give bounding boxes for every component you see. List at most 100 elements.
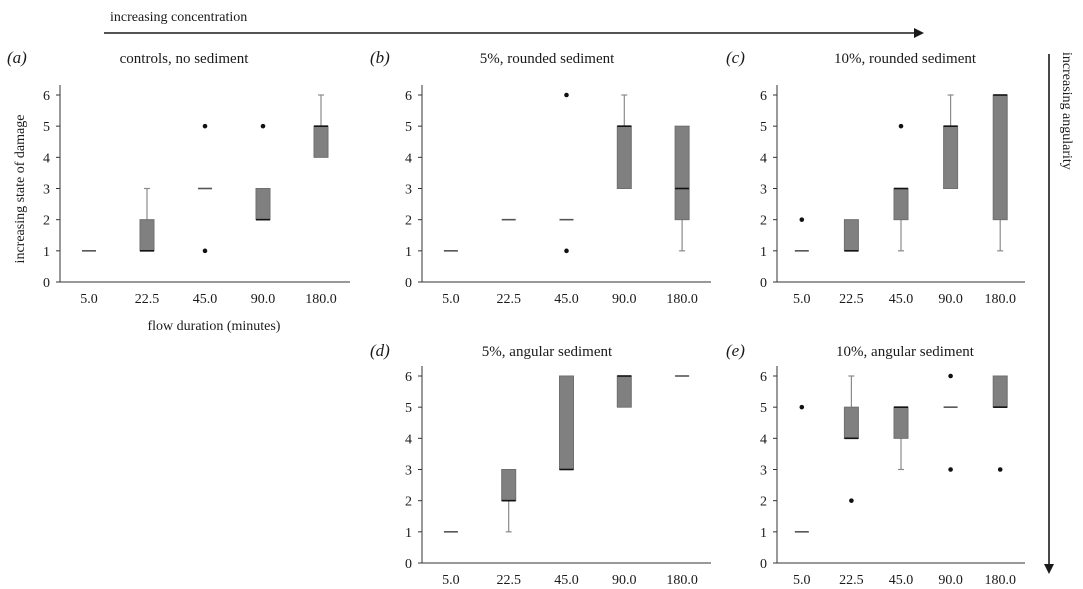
- y-tick-label: 4: [43, 151, 50, 166]
- x-tick-label: 45.0: [889, 573, 914, 588]
- outlier-point: [948, 373, 953, 379]
- y-tick-label: 6: [760, 370, 767, 385]
- y-tick-label: 3: [43, 183, 50, 198]
- box: [616, 125, 632, 189]
- y-tick-label: 0: [760, 276, 767, 291]
- box: [893, 406, 909, 439]
- x-tick-label: 90.0: [938, 573, 963, 588]
- x-tick-label: 45.0: [554, 573, 579, 588]
- panel-e-title: 10%, angular sediment: [836, 344, 975, 360]
- panel-d-title: 5%, angular sediment: [482, 344, 613, 360]
- y-tick-label: 6: [405, 89, 412, 104]
- panel-c-title: 10%, rounded sediment: [834, 51, 977, 67]
- y-tick-label: 6: [760, 89, 767, 104]
- x-tick-label: 90.0: [612, 573, 637, 588]
- box: [616, 375, 632, 408]
- y-tick-label: 5: [760, 401, 767, 416]
- panel-d-letter: (d): [370, 341, 390, 360]
- y-tick-label: 4: [760, 151, 767, 166]
- x-tick-label: 22.5: [496, 573, 521, 588]
- y-tick-label: 0: [405, 557, 412, 572]
- y-tick-label: 0: [760, 557, 767, 572]
- panel-c-letter: (c): [726, 48, 745, 67]
- x-tick-label: 90.0: [251, 292, 276, 307]
- outlier-point: [260, 123, 266, 129]
- outlier-point: [799, 404, 805, 410]
- panel-a-ylabel: increasing state of damage: [13, 115, 28, 264]
- x-tick-label: 5.0: [793, 573, 811, 588]
- x-tick-label: 5.0: [442, 573, 460, 588]
- x-tick-label: 180.0: [666, 292, 698, 307]
- x-tick-label: 22.5: [839, 573, 864, 588]
- outlier-point: [849, 498, 854, 503]
- panel-b-letter: (b): [370, 48, 390, 67]
- panel-a: (a) controls, no sediment flow duration …: [7, 48, 350, 334]
- box: [943, 125, 959, 189]
- y-tick-label: 3: [760, 464, 767, 479]
- concentration-annotation: increasing concentration: [110, 10, 247, 25]
- angularity-annotation: increasing angularity: [1059, 52, 1074, 170]
- y-tick-label: 4: [760, 432, 767, 447]
- panel-b-title: 5%, rounded sediment: [480, 51, 615, 67]
- y-tick-label: 2: [43, 214, 50, 229]
- box: [992, 375, 1008, 408]
- y-tick-label: 4: [405, 432, 412, 447]
- panel-a-title: controls, no sediment: [120, 51, 250, 67]
- box: [843, 219, 859, 252]
- box: [559, 375, 574, 470]
- y-tick-label: 3: [405, 183, 412, 198]
- outlier-point: [799, 217, 805, 222]
- outlier-point: [997, 467, 1003, 472]
- outlier-point: [202, 248, 208, 254]
- y-tick-label: 0: [405, 276, 412, 291]
- x-tick-label: 90.0: [938, 292, 963, 307]
- box: [893, 188, 909, 221]
- x-tick-label: 45.0: [193, 292, 218, 307]
- box: [255, 188, 271, 221]
- y-tick-label: 2: [760, 495, 767, 510]
- y-tick-label: 5: [405, 401, 412, 416]
- x-tick-label: 45.0: [889, 292, 914, 307]
- outlier-point: [202, 123, 208, 129]
- outlier-point: [948, 467, 953, 472]
- panel-e-letter: (e): [726, 341, 745, 360]
- box: [674, 125, 690, 221]
- y-tick-label: 4: [405, 151, 412, 166]
- x-tick-label: 180.0: [305, 292, 337, 307]
- box: [992, 94, 1008, 221]
- x-tick-label: 180.0: [666, 573, 698, 588]
- y-tick-label: 0: [43, 276, 50, 291]
- outlier-point: [898, 123, 904, 129]
- y-tick-label: 3: [760, 183, 767, 198]
- outlier-point: [564, 248, 569, 254]
- panel-d: (d) 5%, angular sediment 0 1 2 3 4 5 6 5.0 22.5 4…: [370, 341, 711, 588]
- outlier-point: [564, 92, 569, 98]
- panel-b: (b) 5%, rounded sediment 0 1 2 3 4 5 6 5.0 22.5 4…: [370, 48, 711, 307]
- y-tick-label: 3: [405, 464, 412, 479]
- y-tick-label: 1: [760, 526, 767, 541]
- y-tick-label: 1: [405, 526, 412, 541]
- x-tick-label: 22.5: [496, 292, 521, 307]
- y-tick-label: 1: [405, 245, 412, 260]
- box: [843, 406, 859, 439]
- x-tick-label: 45.0: [554, 292, 579, 307]
- x-tick-label: 5.0: [442, 292, 460, 307]
- y-tick-label: 5: [43, 120, 50, 135]
- y-tick-label: 5: [405, 120, 412, 135]
- box: [139, 219, 155, 252]
- x-tick-label: 5.0: [793, 292, 811, 307]
- y-tick-label: 2: [760, 214, 767, 229]
- x-tick-label: 22.5: [839, 292, 864, 307]
- x-tick-label: 180.0: [984, 292, 1016, 307]
- panel-e: (e) 10%, angular sediment 0 1 2 3 4 5 6 5.0 22.5…: [726, 341, 1025, 588]
- box: [501, 469, 517, 502]
- y-tick-label: 1: [760, 245, 767, 260]
- x-tick-label: 22.5: [135, 292, 160, 307]
- panel-a-xlabel: flow duration (minutes): [148, 319, 281, 334]
- x-tick-label: 5.0: [80, 292, 98, 307]
- y-tick-label: 1: [43, 245, 50, 260]
- box: [313, 125, 329, 158]
- panel-a-letter: (a): [7, 48, 27, 67]
- y-tick-label: 6: [405, 370, 412, 385]
